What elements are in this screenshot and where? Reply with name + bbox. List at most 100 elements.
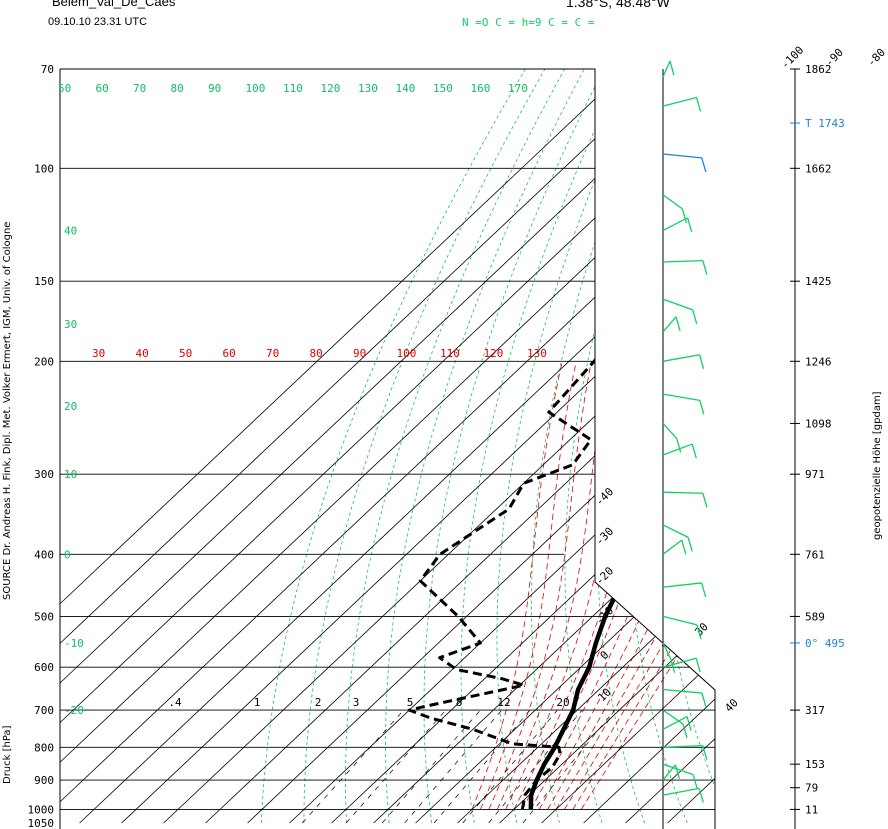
wind-barb-flag <box>695 658 701 673</box>
pressure-label-600: 600 <box>34 661 54 674</box>
wind-barb <box>662 422 678 439</box>
wind-barb-flag <box>674 764 680 780</box>
height-label: 11 <box>805 803 818 816</box>
height-label: 1098 <box>805 417 832 430</box>
dry-adiabat-label: 20 <box>64 400 77 413</box>
wind-barb <box>662 688 703 694</box>
wind-barb <box>662 642 672 659</box>
height-label: 761 <box>805 548 825 561</box>
dry-adiabat <box>597 69 703 824</box>
temp-label: 30 <box>692 620 711 639</box>
isotherm <box>373 69 715 824</box>
pressure-label-100: 100 <box>34 162 54 175</box>
moist-adiabat <box>471 361 563 810</box>
dry-adiabat-label: 80 <box>171 82 184 95</box>
isotherm <box>60 69 670 824</box>
dry-adiabat <box>826 69 888 823</box>
wind-barb <box>662 709 684 725</box>
temp-label: -30 <box>593 525 616 548</box>
wind-barb <box>662 744 703 748</box>
dry-adiabat <box>460 69 624 824</box>
wind-barb <box>662 316 677 333</box>
wind-barb <box>662 615 698 626</box>
height-label: 971 <box>805 468 825 481</box>
isotherm <box>415 69 715 824</box>
dry-adiabat-label: -10 <box>64 637 84 650</box>
wind-barb-flag <box>698 788 704 803</box>
wind-barb <box>662 298 693 311</box>
wind-barb-flag <box>701 692 707 708</box>
wind-barb <box>662 524 689 538</box>
height-label: 79 <box>805 782 818 795</box>
mixing-ratio-label: 12 <box>497 696 510 709</box>
mixing-ratio-line <box>433 709 531 824</box>
moist-adiabat-label: 40 <box>136 347 149 360</box>
moist-adiabat <box>505 361 627 810</box>
cloud-info: N =O C = h=9 C = C = <box>462 16 595 29</box>
mixing-ratio-line <box>488 709 583 824</box>
dry-adiabat-label: 90 <box>208 82 221 95</box>
pressure-label-70: 70 <box>41 63 54 76</box>
moist-adiabat-label: 60 <box>223 347 236 360</box>
moist-adiabat <box>572 361 715 810</box>
moist-adiabat-label: 70 <box>266 347 279 360</box>
wind-barb <box>662 60 671 78</box>
wind-barb-flag <box>698 354 705 369</box>
height-label: 153 <box>805 758 825 771</box>
temperature-profile <box>528 69 715 810</box>
moist-adiabat <box>496 361 609 810</box>
dry-adiabat-label: 70 <box>133 82 146 95</box>
wind-barb-flag <box>670 658 676 673</box>
wind-barb-flag <box>699 400 705 415</box>
moist-adiabat-label: 30 <box>92 347 105 360</box>
isotherm <box>163 69 715 824</box>
mixing-ratio-label: 2 <box>315 696 322 709</box>
mixing-ratio-label: 8 <box>456 696 463 709</box>
isotherm <box>79 69 715 824</box>
wind-barb-flag <box>687 217 693 233</box>
dry-adiabat-label: 160 <box>471 82 491 95</box>
wind-barb-flag <box>695 97 702 112</box>
dry-adiabat-label: 60 <box>96 82 109 95</box>
dry-adiabat <box>385 69 585 824</box>
temp-label: 40 <box>722 696 741 715</box>
mixing-ratio-line <box>462 709 558 824</box>
dry-adiabat <box>564 69 683 824</box>
height-label: 1662 <box>805 162 832 175</box>
dry-adiabat-label: 110 <box>283 82 303 95</box>
pressure-label-500: 500 <box>34 610 54 623</box>
wind-barb <box>662 787 700 796</box>
pressure-label-400: 400 <box>34 548 54 561</box>
mixing-ratio-label: .4 <box>168 696 182 709</box>
dry-adiabat-label: 120 <box>321 82 341 95</box>
wind-barb-flag <box>702 745 708 760</box>
moist-adiabat <box>538 361 715 810</box>
wind-barb <box>662 96 697 107</box>
mixing-ratio-label: 3 <box>353 696 360 709</box>
temp-label: -20 <box>593 564 616 587</box>
moist-adiabat-label: 120 <box>484 347 504 360</box>
mixing-ratio-label: 5 <box>407 696 414 709</box>
mixing-ratio-label: 20 <box>556 696 569 709</box>
pressure-label-900: 900 <box>34 774 54 787</box>
isotherm <box>60 69 712 824</box>
wind-barb-flag <box>676 438 682 453</box>
height-label: 1246 <box>805 355 832 368</box>
temp-label: -40 <box>593 485 616 508</box>
moist-adiabat-label: 100 <box>397 347 417 360</box>
dry-adiabat-label: 130 <box>358 82 378 95</box>
moist-adiabat-label: 50 <box>179 347 192 360</box>
dry-adiabat-label: -20 <box>64 704 84 717</box>
wind-barb-flag <box>687 537 693 552</box>
station-name: Belem_Val_De_Caes <box>52 0 176 9</box>
temp-label: -80 <box>865 46 888 69</box>
wind-barb <box>662 354 700 362</box>
isotherm <box>541 69 715 824</box>
wind-barb <box>662 763 694 776</box>
mixing-ratio-line <box>404 709 503 824</box>
height-label: 1862 <box>805 63 832 76</box>
moist-adiabat-label: 80 <box>310 347 323 360</box>
wind-barb <box>662 715 688 730</box>
moist-adiabat <box>480 361 577 810</box>
